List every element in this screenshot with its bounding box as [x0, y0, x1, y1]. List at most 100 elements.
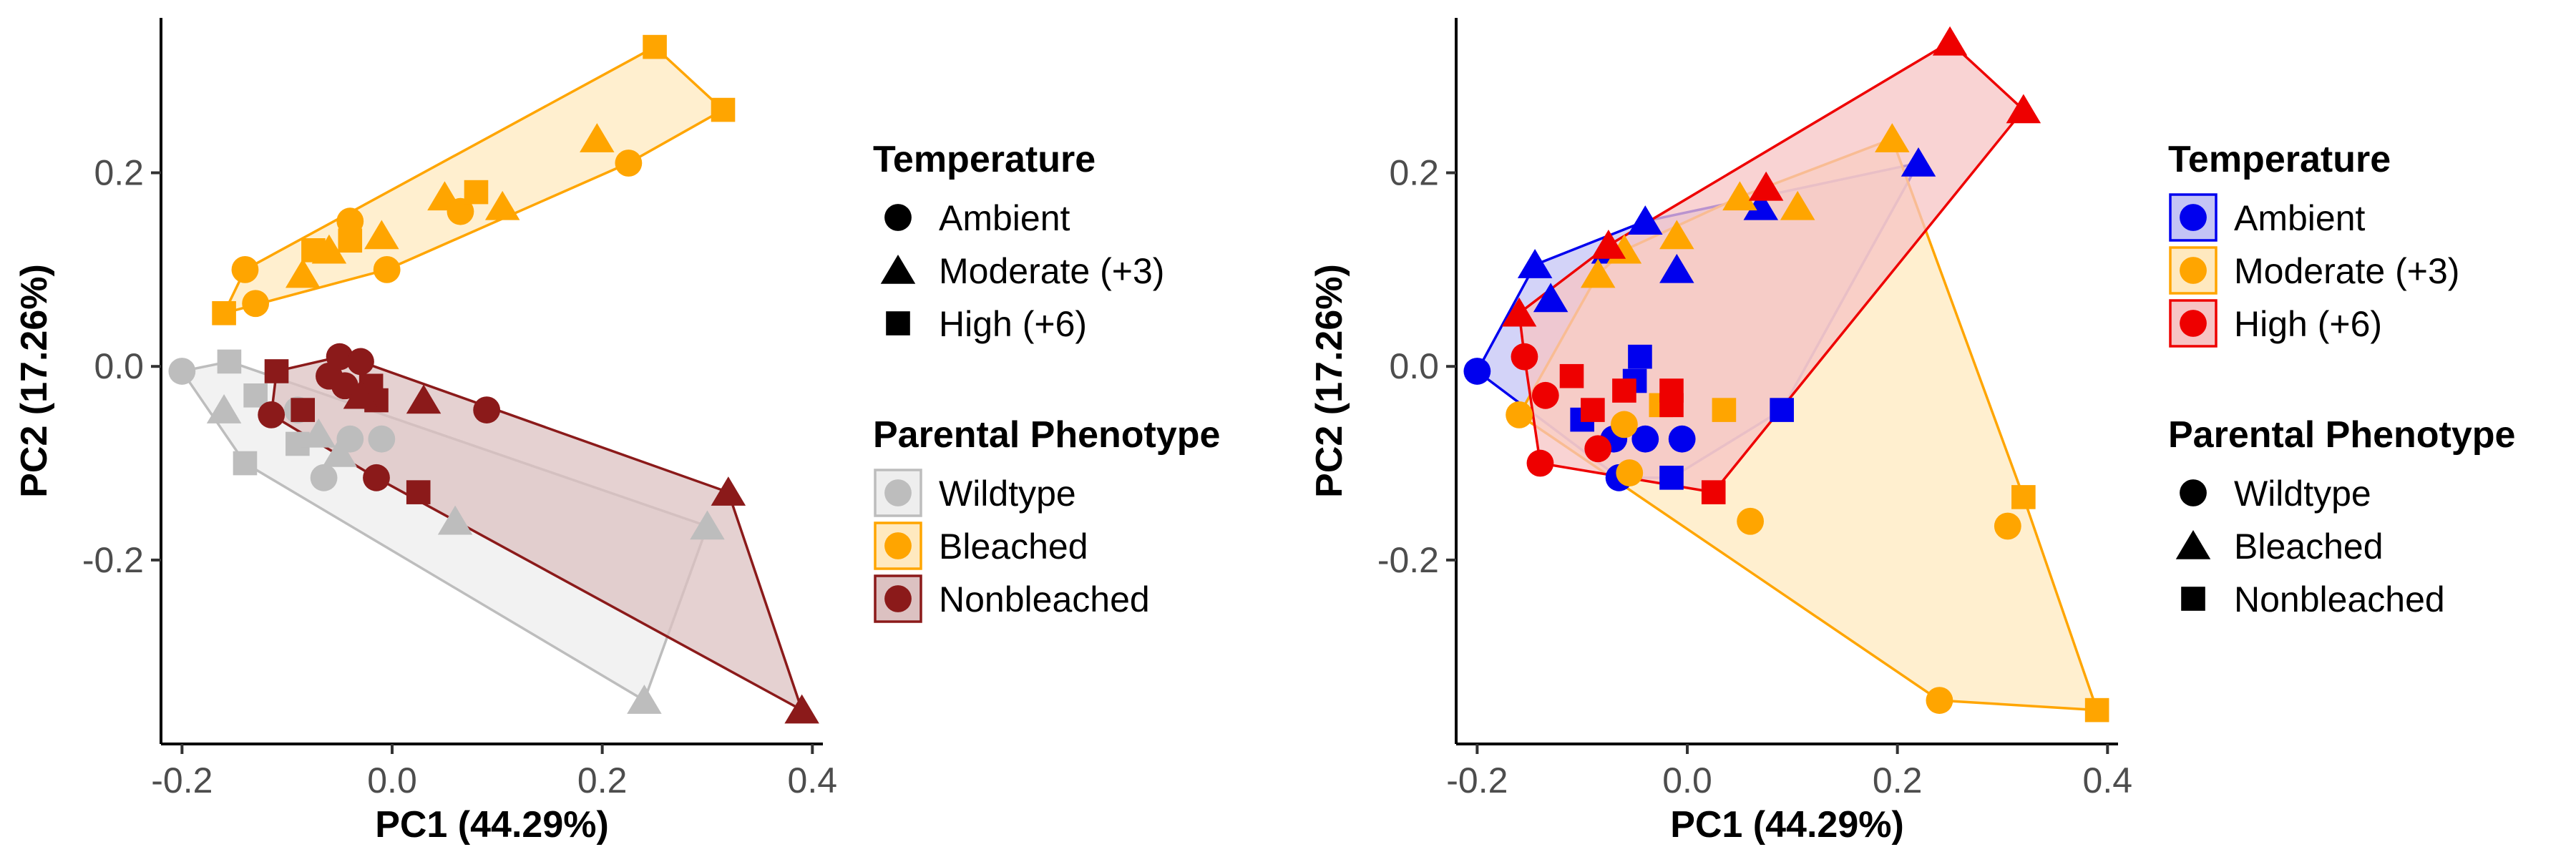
data-point [336, 207, 364, 235]
data-point [1743, 190, 1779, 220]
data-point [331, 372, 358, 400]
data-point [1581, 398, 1605, 422]
data-point [1926, 687, 1953, 714]
data-point [285, 258, 321, 288]
data-point [363, 464, 390, 491]
data-point [1737, 507, 1765, 535]
data-point [1611, 411, 1638, 439]
y-tick-label: 0.2 [1389, 153, 1439, 193]
legend-swatch [884, 479, 912, 506]
series-bleached [212, 34, 736, 325]
data-point [1659, 253, 1694, 283]
data-point [1701, 480, 1726, 504]
data-point [212, 300, 236, 325]
legend-swatch [884, 532, 912, 559]
legend-title: Temperature [873, 139, 1096, 180]
x-tick-label: 0.0 [367, 760, 417, 800]
data-point [1584, 435, 1612, 463]
data-point [2011, 485, 2036, 509]
data-point [1932, 26, 1968, 56]
data-point [368, 425, 396, 453]
x-axis-title: PC1 (44.29%) [375, 804, 609, 846]
x-tick-label: 0.2 [1873, 760, 1923, 800]
data-point [406, 384, 441, 414]
legend-label: Ambient [2234, 198, 2366, 238]
data-point [1631, 425, 1659, 453]
data-point [643, 34, 667, 59]
data-point [1994, 512, 2021, 540]
data-point [473, 396, 501, 423]
data-point [1780, 190, 1815, 220]
data-point [258, 401, 286, 428]
legend-swatch [2180, 310, 2207, 337]
data-point [1501, 297, 1537, 327]
data-point [784, 694, 819, 724]
data-point [364, 220, 399, 250]
data-point [217, 349, 242, 374]
x-axis-title: PC1 (44.29%) [1670, 804, 1904, 846]
data-point [1712, 398, 1737, 422]
data-point [1591, 229, 1626, 259]
data-point [615, 150, 643, 177]
y-axis-title: PC2 (17.26%) [1309, 264, 1350, 498]
legend-shape [2180, 479, 2207, 506]
data-point [1511, 343, 1538, 371]
data-point [1580, 258, 1616, 288]
data-point [690, 510, 725, 540]
y-tick-label: 0.0 [94, 346, 144, 386]
x-tick-label: 0.4 [2083, 760, 2133, 800]
data-point [310, 464, 338, 491]
legend-shape [880, 254, 916, 284]
legend-label: Moderate (+3) [939, 251, 1164, 291]
legend-shape [886, 311, 910, 336]
data-point [627, 685, 662, 714]
x-tick-label: 0.2 [577, 760, 628, 800]
data-point [1659, 220, 1694, 250]
data-point [338, 228, 363, 253]
legend-label: Wildtype [2234, 474, 2371, 514]
legend: Temperature Ambient Moderate (+3) High (+6)… [873, 139, 1220, 623]
legend-title: Parental Phenotype [873, 414, 1220, 456]
x-tick-label: 0.4 [788, 760, 838, 800]
legend-shape [884, 204, 912, 231]
legend-key [874, 521, 922, 570]
y-tick-label: -0.2 [1377, 540, 1439, 580]
data-point [464, 180, 489, 205]
legend-label: Nonbleached [939, 579, 1150, 619]
data-point [1628, 344, 1652, 369]
data-point [326, 343, 353, 371]
data-point [168, 358, 196, 385]
y-tick-label: 0.2 [94, 153, 144, 193]
y-tick-label: 0.0 [1389, 346, 1439, 386]
data-point [206, 394, 242, 423]
legend-title: Temperature [2168, 139, 2391, 180]
data-point [1612, 378, 1636, 403]
data-point [711, 476, 746, 506]
legend-swatch [884, 585, 912, 612]
legend-key [874, 469, 922, 517]
data-point [242, 290, 270, 318]
legend-label: High (+6) [939, 304, 1087, 344]
data-point [1748, 171, 1784, 201]
data-point [231, 255, 259, 283]
x-tick-label: -0.2 [151, 760, 213, 800]
legend-label: Wildtype [939, 474, 1076, 514]
data-point [1506, 401, 1533, 428]
data-point [2006, 94, 2041, 124]
data-point [347, 348, 374, 376]
legend-label: Ambient [939, 198, 1070, 238]
series-high-6- [1501, 26, 2041, 504]
data-point [291, 398, 316, 422]
x-tick-label: -0.2 [1446, 760, 1508, 800]
hull-nonbleached [270, 355, 804, 712]
data-point [711, 97, 736, 122]
data-point [233, 451, 258, 476]
data-point [336, 425, 364, 453]
legend-label: Bleached [2234, 526, 2384, 567]
y-tick-label: -0.2 [82, 540, 144, 580]
legend-label: Nonbleached [2234, 579, 2445, 619]
data-point [1526, 449, 1554, 477]
legend: Temperature Ambient Moderate (+3) High (+6)… [2168, 139, 2515, 619]
data-point [447, 197, 474, 225]
